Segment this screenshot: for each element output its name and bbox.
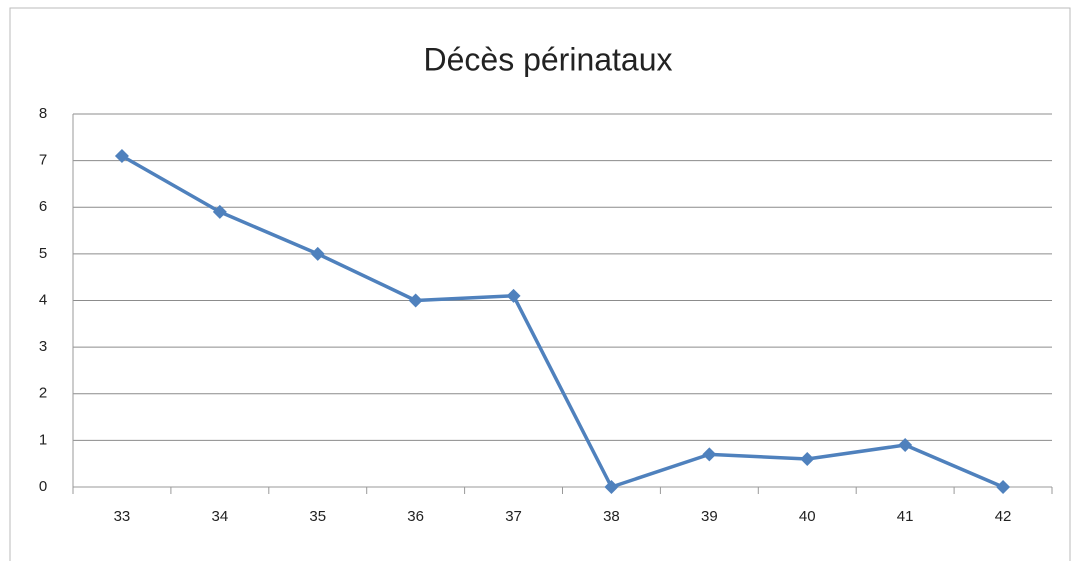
marker xyxy=(212,204,227,219)
x-tick-label: 40 xyxy=(799,508,816,525)
marker xyxy=(800,452,815,467)
y-tick-label: 1 xyxy=(39,431,47,448)
y-tick-label: 3 xyxy=(39,338,47,355)
marker xyxy=(408,293,423,308)
x-tick-label: 38 xyxy=(603,508,620,525)
x-tick-label: 42 xyxy=(995,508,1012,525)
chart-title: Décès périnataux xyxy=(423,41,672,77)
y-tick-label: 5 xyxy=(39,245,47,262)
marker xyxy=(702,447,717,462)
y-tick-label: 8 xyxy=(39,105,47,122)
y-tick-label: 6 xyxy=(39,198,47,215)
y-tick-label: 4 xyxy=(39,291,47,308)
x-tick-label: 34 xyxy=(212,508,229,525)
x-tick-label: 35 xyxy=(309,508,326,525)
marker xyxy=(604,480,619,494)
x-tick-label: 33 xyxy=(114,508,131,525)
chart-border xyxy=(9,7,1071,561)
marker xyxy=(898,438,913,453)
marker xyxy=(506,288,521,303)
marker xyxy=(114,148,129,163)
y-tick-label: 2 xyxy=(39,385,47,402)
marker xyxy=(310,246,325,261)
y-tick-label: 7 xyxy=(39,152,47,169)
marker xyxy=(996,480,1011,494)
x-tick-label: 37 xyxy=(505,508,522,525)
x-tick-label: 41 xyxy=(897,508,914,525)
x-tick-label: 36 xyxy=(407,508,424,525)
y-tick-label: 0 xyxy=(39,478,47,495)
x-tick-label: 39 xyxy=(701,508,718,525)
line xyxy=(121,154,1004,489)
